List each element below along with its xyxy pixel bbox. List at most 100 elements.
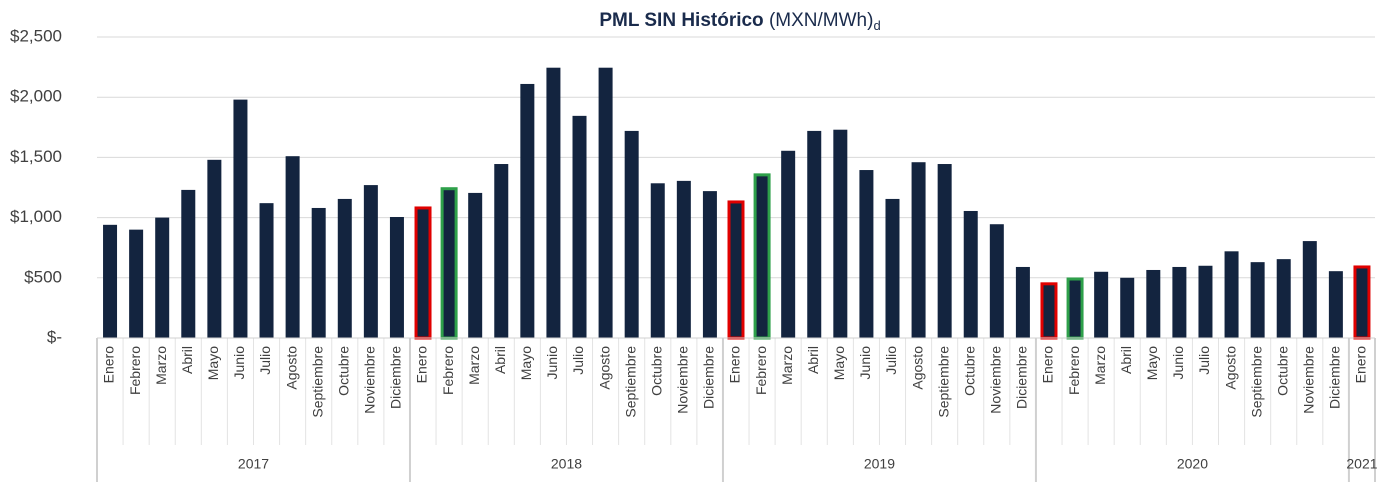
bar (624, 130, 639, 338)
x-tick-label: Septiembre (309, 346, 325, 418)
y-tick-label: $- (47, 327, 62, 346)
x-tick-label: Octubre (648, 346, 664, 396)
x-tick-label: Noviembre (362, 346, 378, 414)
x-tick-label: Octubre (335, 346, 351, 396)
bar (414, 206, 432, 340)
bar (989, 224, 1004, 338)
x-tick-label: Diciembre (1014, 346, 1030, 409)
bar (285, 156, 300, 338)
x-tick-label: Febrero (440, 346, 456, 395)
x-tick-label: Mayo (831, 346, 847, 380)
y-tick-label: $1,500 (10, 147, 62, 166)
x-tick-label: Abril (492, 346, 508, 374)
x-tick-label: Julio (1196, 346, 1212, 375)
x-tick-label: Abril (179, 346, 195, 374)
x-tick-label: Junio (231, 346, 247, 380)
x-tick-label: Marzo (153, 346, 169, 385)
bar (598, 67, 613, 339)
bar (650, 183, 665, 338)
bar (1015, 266, 1030, 338)
bar (1120, 277, 1135, 338)
bar (468, 192, 483, 338)
x-tick-label: Enero (1040, 346, 1056, 384)
bar (1066, 277, 1084, 340)
bar (885, 198, 900, 338)
bar (494, 164, 509, 338)
bar (753, 173, 771, 340)
bar (337, 198, 352, 338)
x-tick-label: Diciembre (701, 346, 717, 409)
group-label: 2020 (1177, 456, 1208, 472)
x-tick-label: Septiembre (935, 346, 951, 418)
group-label: 2021 (1346, 456, 1377, 472)
bar (546, 67, 561, 339)
bar (181, 189, 196, 338)
bar (259, 203, 274, 338)
x-tick-label: Agosto (909, 346, 925, 390)
bar (520, 83, 535, 339)
bar (1250, 262, 1265, 338)
bar (129, 229, 144, 338)
bar (1302, 241, 1317, 338)
x-tick-label: Septiembre (1248, 346, 1264, 418)
group-label: 2019 (864, 456, 895, 472)
x-tick-label: Septiembre (622, 346, 638, 418)
bar (937, 164, 952, 338)
x-tick-label: Diciembre (1327, 346, 1343, 409)
bar (1276, 259, 1291, 338)
x-tick-label: Enero (414, 346, 430, 384)
x-tick-label: Noviembre (675, 346, 691, 414)
bar (1224, 251, 1239, 338)
x-tick-label: Marzo (466, 346, 482, 385)
bar (572, 115, 587, 338)
x-tick-label: Agosto (1222, 346, 1238, 390)
bar (311, 207, 326, 338)
bar (727, 200, 745, 340)
bar (963, 210, 978, 338)
bar (103, 224, 118, 338)
x-tick-label: Marzo (1092, 346, 1108, 385)
bar (1353, 265, 1371, 340)
bar (233, 99, 248, 338)
bar (781, 150, 796, 338)
bar (155, 217, 170, 338)
x-tick-label: Diciembre (388, 346, 404, 409)
x-tick-label: Mayo (205, 346, 221, 380)
bar (807, 130, 822, 338)
x-tick-label: Mayo (1144, 346, 1160, 380)
x-tick-label: Junio (857, 346, 873, 380)
bar (1094, 271, 1109, 338)
x-tick-label: Enero (1353, 346, 1369, 384)
bar (1040, 282, 1058, 340)
bar (702, 191, 717, 338)
group-label: 2018 (551, 456, 582, 472)
x-tick-label: Noviembre (1300, 346, 1316, 414)
chart-title-group: PML SIN Histórico (MXN/MWh)d (599, 10, 880, 33)
bar (389, 216, 404, 338)
x-tick-label: Agosto (283, 346, 299, 390)
x-tick-label: Julio (570, 346, 586, 375)
x-tick-label: Febrero (1066, 346, 1082, 395)
x-tick-label: Agosto (596, 346, 612, 390)
y-tick-label: $2,500 (10, 26, 62, 45)
x-tick-label: Abril (805, 346, 821, 374)
chart-title: PML SIN Histórico (599, 10, 763, 31)
bar (440, 187, 458, 340)
bar (911, 162, 926, 338)
title-note: d (873, 18, 880, 33)
x-tick-label: Enero (727, 346, 743, 384)
x-tick-label: Febrero (753, 346, 769, 395)
bar (676, 180, 691, 338)
x-tick-label: Julio (883, 346, 899, 375)
y-tick-label: $500 (24, 267, 62, 286)
x-tick-label: Abril (1118, 346, 1134, 374)
x-tick-label: Junio (544, 346, 560, 380)
bar (1172, 266, 1187, 338)
x-tick-label: Febrero (127, 346, 143, 395)
bar (1198, 265, 1213, 338)
x-tick-label: Octubre (961, 346, 977, 396)
bar (363, 185, 378, 338)
bar (207, 159, 222, 338)
x-tick-label: Octubre (1274, 346, 1290, 396)
x-tick-label: Noviembre (988, 346, 1004, 414)
